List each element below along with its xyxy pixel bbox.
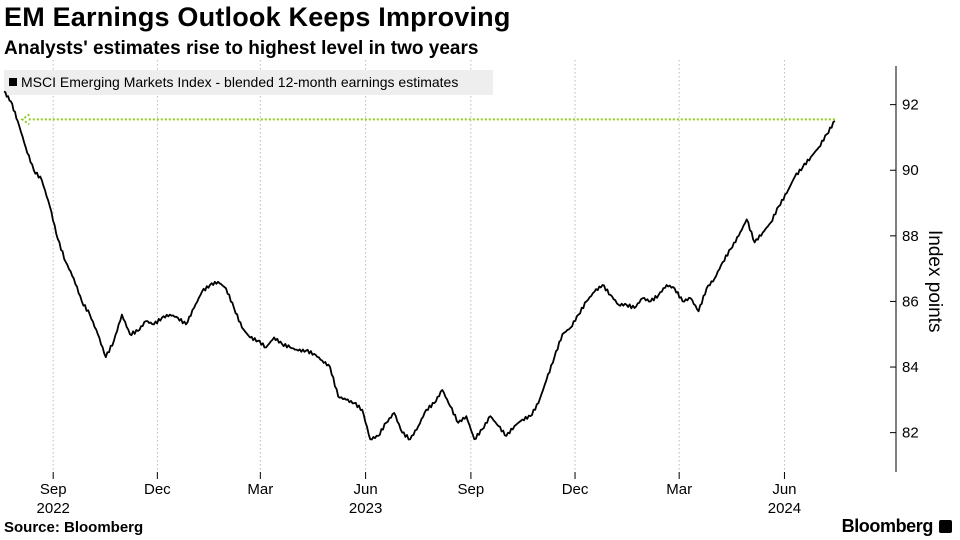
y-tick-label: 86: [902, 293, 919, 310]
series-layer: [3, 90, 836, 441]
annotation-layer: [20, 113, 835, 126]
chart-subtitle: Analysts' estimates rise to highest leve…: [4, 38, 479, 59]
line-chart: MSCI Emerging Markets Index - blended 12…: [3, 60, 919, 515]
axis-layer: Sep 2022 Dec Mar Jun 2023 Sep Dec Mar Jun 2024 82 84…: [37, 66, 919, 515]
source-note: Source: Bloomberg: [4, 519, 144, 536]
legend-label: MSCI Emerging Markets Index - blended 12…: [21, 74, 458, 90]
x-tick-label: Mar: [247, 481, 273, 498]
legend-background: [4, 70, 493, 95]
x-tick-label: Mar: [666, 481, 692, 498]
series-line: [3, 90, 836, 441]
y-axis-label: Index points: [924, 230, 945, 333]
chart-title: EM Earnings Outlook Keeps Improving: [4, 2, 511, 32]
bloomberg-logo: Bloomberg: [842, 516, 952, 537]
y-tick-label: 90: [902, 162, 919, 179]
grid-layer: [52, 60, 785, 472]
x-tick-label: Sep: [458, 481, 485, 498]
x-tick-label: Jun: [772, 481, 796, 498]
y-tick-label: 82: [902, 425, 919, 442]
legend: MSCI Emerging Markets Index - blended 12…: [4, 70, 493, 95]
y-tick-label: 92: [902, 97, 919, 114]
x-tick-label: Jun: [354, 481, 378, 498]
reference-arrow-head: [20, 113, 30, 126]
legend-swatch: [9, 78, 17, 86]
x-year-label: 2022: [37, 500, 70, 515]
x-tick-label: Dec: [562, 481, 589, 498]
x-tick-label: Dec: [144, 481, 171, 498]
x-tick-label: Sep: [40, 481, 67, 498]
brand-text: Bloomberg: [841, 516, 934, 536]
x-year-label: 2024: [768, 500, 801, 515]
terminal-icon: [939, 520, 952, 533]
x-year-label: 2023: [349, 500, 382, 515]
y-tick-label: 88: [902, 228, 919, 245]
y-tick-label: 84: [902, 359, 919, 376]
